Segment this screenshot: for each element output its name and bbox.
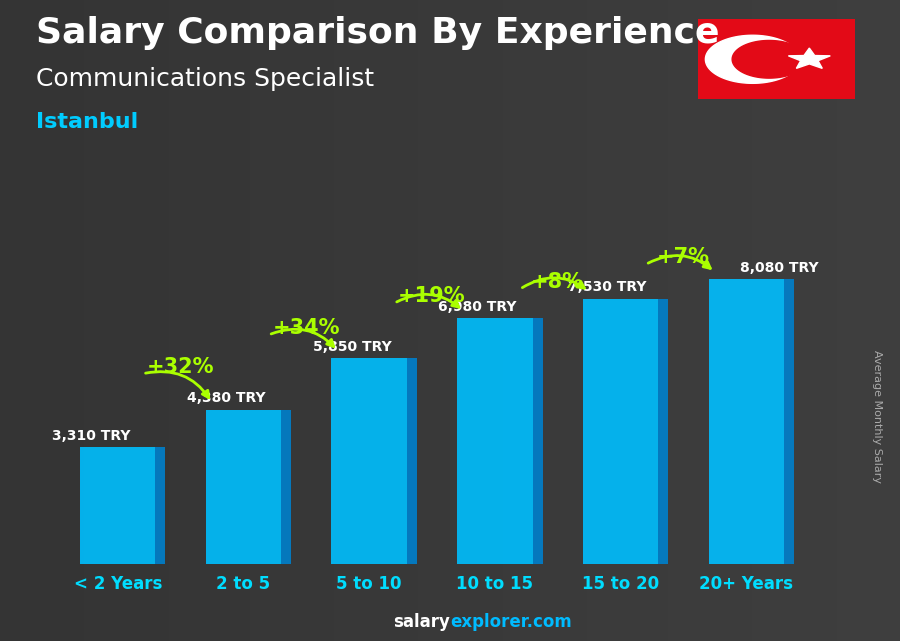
Text: +32%: +32% bbox=[147, 356, 214, 377]
Polygon shape bbox=[533, 318, 543, 564]
Text: 4,380 TRY: 4,380 TRY bbox=[187, 392, 266, 406]
Text: +34%: +34% bbox=[273, 318, 340, 338]
Polygon shape bbox=[706, 35, 800, 83]
Text: 8,080 TRY: 8,080 TRY bbox=[740, 261, 819, 275]
Text: 5,850 TRY: 5,850 TRY bbox=[312, 340, 392, 354]
Text: Communications Specialist: Communications Specialist bbox=[36, 67, 374, 91]
Text: +19%: +19% bbox=[398, 286, 466, 306]
Polygon shape bbox=[784, 279, 794, 564]
Polygon shape bbox=[156, 447, 166, 564]
Polygon shape bbox=[658, 299, 669, 564]
Text: 3,310 TRY: 3,310 TRY bbox=[52, 429, 130, 443]
Text: salary: salary bbox=[393, 613, 450, 631]
Polygon shape bbox=[733, 40, 806, 78]
Polygon shape bbox=[788, 48, 831, 69]
Polygon shape bbox=[407, 358, 417, 564]
Text: +8%: +8% bbox=[531, 272, 584, 292]
Polygon shape bbox=[708, 279, 784, 564]
Polygon shape bbox=[331, 358, 407, 564]
Text: Istanbul: Istanbul bbox=[36, 112, 139, 132]
Polygon shape bbox=[206, 410, 281, 564]
Text: 6,980 TRY: 6,980 TRY bbox=[438, 300, 517, 313]
Polygon shape bbox=[457, 318, 533, 564]
Polygon shape bbox=[80, 447, 156, 564]
Text: explorer.com: explorer.com bbox=[450, 613, 572, 631]
Polygon shape bbox=[583, 299, 658, 564]
Text: Average Monthly Salary: Average Monthly Salary bbox=[872, 350, 883, 483]
Text: +7%: +7% bbox=[657, 247, 710, 267]
Polygon shape bbox=[281, 410, 292, 564]
Text: 7,530 TRY: 7,530 TRY bbox=[568, 280, 646, 294]
Text: Salary Comparison By Experience: Salary Comparison By Experience bbox=[36, 16, 719, 50]
